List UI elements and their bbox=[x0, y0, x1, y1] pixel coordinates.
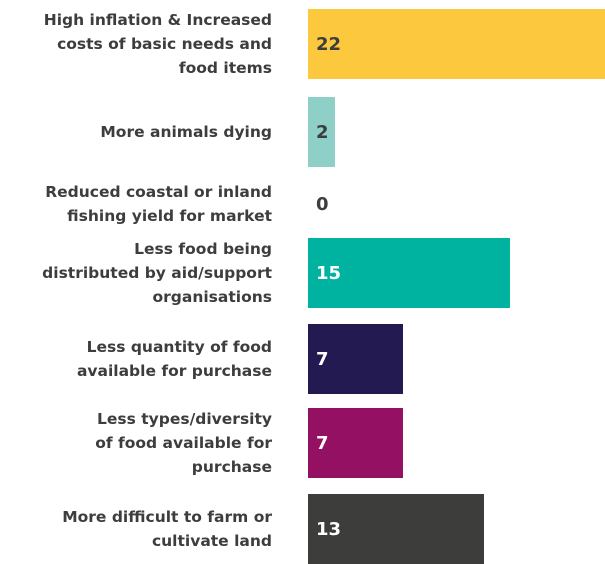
category-label-lines: Less quantity of food available for purch… bbox=[76, 338, 272, 380]
category-label: More animals dyingMore animals dying bbox=[0, 97, 272, 167]
bar bbox=[308, 494, 484, 564]
value-label: 15 bbox=[316, 262, 342, 284]
bar bbox=[308, 238, 510, 308]
bar bbox=[308, 9, 605, 79]
bar bbox=[308, 97, 335, 167]
value-label: 0 bbox=[316, 193, 329, 215]
category-label-lines: Less types/diversity of food available fo… bbox=[95, 410, 272, 476]
bar bbox=[308, 408, 403, 478]
value-label: 7 bbox=[316, 432, 329, 454]
bar bbox=[308, 324, 403, 394]
value-label: 22 bbox=[316, 33, 342, 55]
value-label: 13 bbox=[316, 518, 342, 540]
category-label: More difficult to farm or cultivate land… bbox=[0, 494, 272, 564]
category-label: Less types/diversity of food available f… bbox=[0, 408, 272, 478]
category-label-lines: High inflation & Increased costs of basic… bbox=[43, 11, 272, 77]
category-label-lines: More animals dying bbox=[100, 123, 272, 141]
value-label: 2 bbox=[316, 121, 329, 143]
category-label-lines: More difficult to farm or cultivate land bbox=[62, 508, 272, 550]
category-label: Less food being distributed by aid/suppo… bbox=[0, 238, 272, 308]
category-label-lines: Less food being distributed by aid/suppor… bbox=[42, 240, 272, 306]
category-label-lines: Reduced coastal or inland fishing yield f… bbox=[45, 183, 272, 225]
value-label: 7 bbox=[316, 348, 329, 370]
category-label: Reduced coastal or inland fishing yield … bbox=[0, 169, 272, 239]
category-label: Less quantity of food available for purc… bbox=[0, 324, 272, 394]
category-label: High inflation & Increased costs of basi… bbox=[0, 9, 272, 79]
